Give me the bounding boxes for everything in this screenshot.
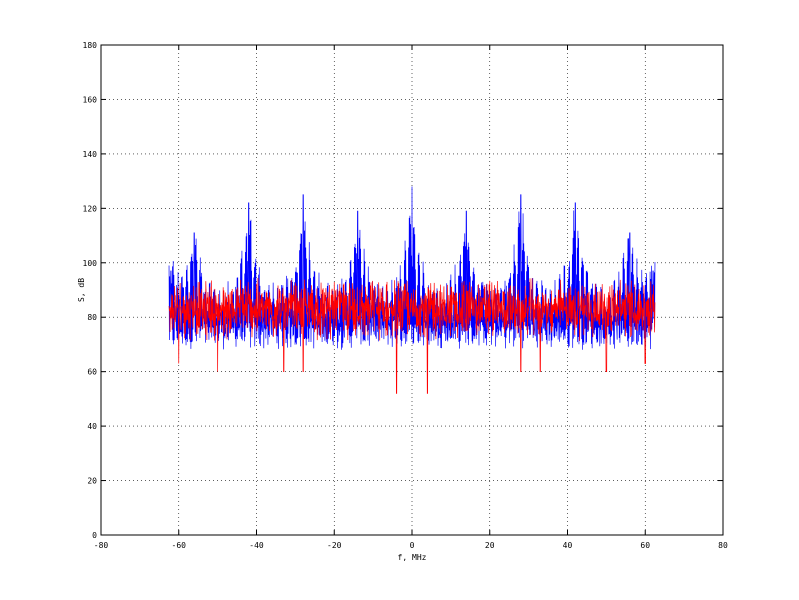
series-line-red — [168, 278, 656, 394]
x-tick-label: -60 — [172, 541, 187, 550]
x-tick-label: -80 — [94, 541, 109, 550]
y-tick-label: 120 — [83, 204, 98, 213]
x-tick-label: 0 — [410, 541, 415, 550]
y-tick-label: 20 — [87, 477, 97, 486]
y-tick-label: 100 — [83, 259, 98, 268]
x-tick-label: 20 — [485, 541, 495, 550]
y-tick-label: 140 — [83, 150, 98, 159]
y-tick-label: 160 — [83, 95, 98, 104]
y-axis-label: S, dB — [77, 278, 86, 302]
y-tick-label: 180 — [83, 41, 98, 50]
x-tick-label: -20 — [327, 541, 342, 550]
x-tick-label: 60 — [640, 541, 650, 550]
ticks: -80 -60 -40 -20 0 20 40 60 80 0 20 40 60 80 100 120 140 1… — [83, 41, 728, 550]
y-tick-label: 80 — [87, 313, 97, 322]
y-tick-label: 60 — [87, 368, 97, 377]
x-axis-label: f, MHz — [398, 553, 427, 562]
y-tick-label: 0 — [92, 531, 97, 540]
x-tick-label: -40 — [249, 541, 264, 550]
y-tick-label: 40 — [87, 422, 97, 431]
series-group — [168, 186, 656, 394]
x-tick-label: 80 — [718, 541, 728, 550]
x-tick-label: 40 — [563, 541, 573, 550]
